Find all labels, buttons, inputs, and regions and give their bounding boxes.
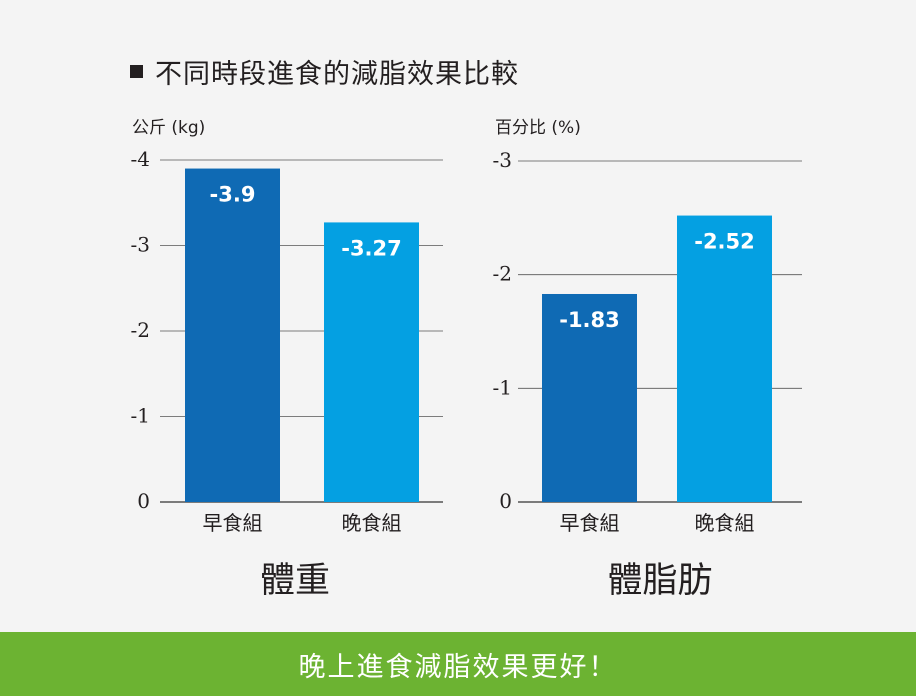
axis-unit-label: 公斤 (kg) xyxy=(132,118,205,138)
bar xyxy=(677,215,772,502)
bar-value-label: -3.27 xyxy=(341,236,402,260)
x-category-label: 晚食組 xyxy=(695,511,755,535)
y-tick-label: -1 xyxy=(493,375,512,399)
y-tick-label: -4 xyxy=(131,147,150,171)
bar xyxy=(185,168,280,503)
footer-banner: 晚上進食減脂效果更好！ xyxy=(0,632,916,696)
axis-unit-label: 百分比 (%) xyxy=(495,118,581,138)
y-tick-label: 0 xyxy=(499,489,512,513)
y-tick-label: -2 xyxy=(131,318,150,342)
bar-value-label: -1.83 xyxy=(559,308,620,332)
bar xyxy=(542,293,637,502)
bar-value-label: -2.52 xyxy=(694,230,755,254)
chart-title-row: 不同時段進食的減脂效果比較 xyxy=(130,52,519,91)
y-tick-label: -3 xyxy=(131,233,150,257)
title-bullet-square xyxy=(130,65,143,78)
x-category-label: 早食組 xyxy=(560,511,620,535)
bar-value-label: -3.9 xyxy=(210,183,256,207)
y-tick-label: -2 xyxy=(493,262,512,286)
chart-subtitle: 體重 xyxy=(260,561,330,601)
chart-subtitle: 體脂肪 xyxy=(607,561,712,601)
y-tick-label: 0 xyxy=(137,489,150,513)
x-category-label: 早食組 xyxy=(203,511,263,535)
page-title: 不同時段進食的減脂效果比較 xyxy=(155,59,519,90)
y-tick-label: -3 xyxy=(493,148,512,172)
x-category-label: 晚食組 xyxy=(342,511,402,535)
y-tick-label: -1 xyxy=(131,404,150,428)
footer-text: 晚上進食減脂效果更好！ xyxy=(298,651,618,683)
bar xyxy=(324,222,419,503)
